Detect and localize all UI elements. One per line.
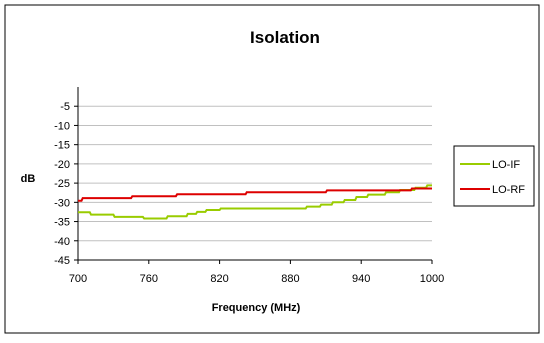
x-tick-label: 760 (140, 273, 158, 285)
x-tick-label: 820 (210, 273, 228, 285)
chart-title: Isolation (250, 28, 320, 47)
y-tick-label: -40 (54, 236, 70, 248)
y-tick-label: -15 (54, 140, 70, 152)
x-tick-label: 940 (352, 273, 370, 285)
x-tick-label: 880 (281, 273, 299, 285)
y-tick-label: -5 (60, 101, 70, 113)
legend-label-lo-if: LO-IF (492, 159, 520, 171)
legend-label-lo-rf: LO-RF (492, 184, 525, 196)
legend-box (453, 145, 535, 207)
x-tick-label: 700 (69, 273, 87, 285)
y-tick-label: -30 (54, 197, 70, 209)
x-axis-label: Frequency (MHz) (212, 302, 301, 314)
y-tick-label: -45 (54, 255, 70, 267)
x-axis-ticks: 700 760 820 880 940 1000 (69, 260, 444, 285)
y-tick-label: -35 (54, 217, 70, 229)
series-line-lo-if (78, 184, 432, 220)
y-tick-label: -10 (54, 120, 70, 132)
axes (77, 87, 432, 261)
series-line-lo-rf (78, 187, 432, 202)
y-tick-label: -20 (54, 159, 70, 171)
y-tick-label: -25 (54, 178, 70, 190)
y-axis-ticks: -5 -10 -15 -20 -25 -30 -35 -40 -45 (54, 101, 78, 267)
legend: LO-IF LO-RF (453, 145, 535, 207)
chart-frame (4, 4, 540, 334)
x-tick-label: 1000 (420, 273, 444, 285)
y-axis-label: dB (21, 173, 36, 185)
plot-series (78, 184, 432, 220)
